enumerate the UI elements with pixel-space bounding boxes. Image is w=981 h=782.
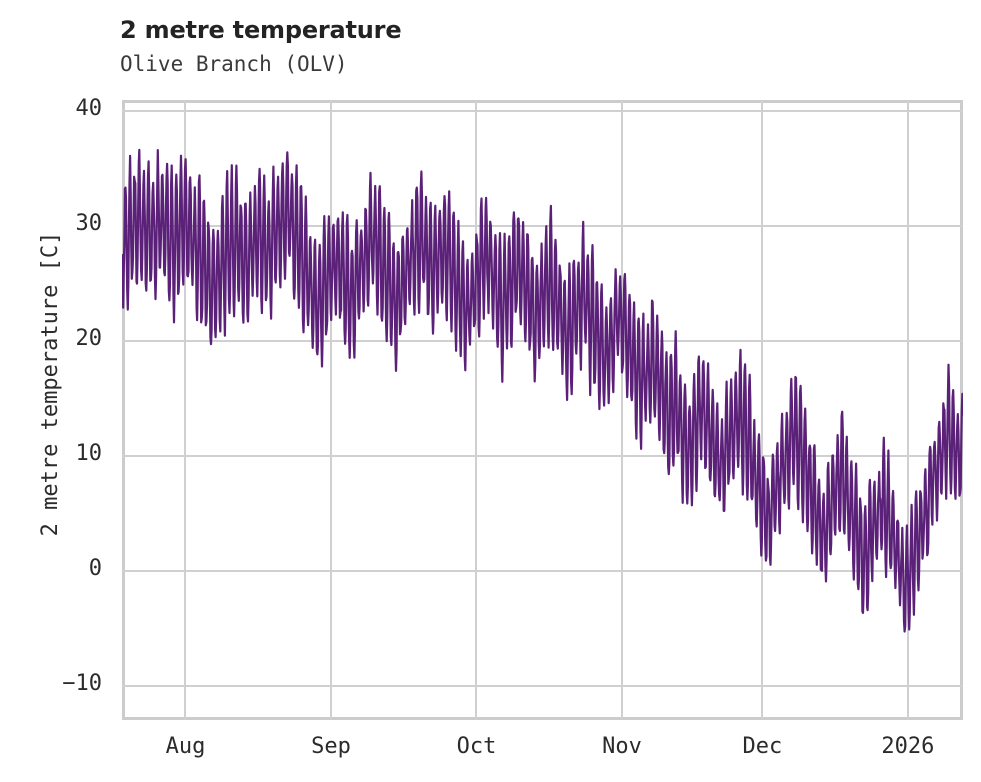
y-axis-tick-labels: 40 30 20 10 0 −10 <box>0 96 103 720</box>
x-tick-label: Nov <box>602 734 642 759</box>
x-axis-tick-labels: Aug Sep Oct Nov Dec 2026 <box>122 734 963 768</box>
gridline-horizontal <box>122 684 963 687</box>
gridline-vertical <box>761 100 764 720</box>
gridline-vertical <box>620 100 623 720</box>
gridline-horizontal <box>122 225 963 228</box>
y-tick-label: 40 <box>75 96 103 122</box>
chart-subtitle: Olive Branch (OLV) <box>120 52 348 76</box>
gridline-vertical <box>329 100 332 720</box>
y-tick-label: 20 <box>75 326 103 352</box>
axis-spine-bottom <box>122 717 963 720</box>
y-tick-label: −10 <box>62 670 102 696</box>
y-tick-label: 30 <box>75 211 103 237</box>
x-tick-label: Oct <box>456 734 497 759</box>
x-tick-label: 2026 <box>881 734 935 759</box>
x-tick-label: Dec <box>742 734 783 759</box>
gridline-vertical <box>475 100 478 720</box>
page-title: 2 metre temperature <box>120 16 402 44</box>
temperature-series-line <box>122 148 963 633</box>
gridline-horizontal <box>122 110 963 113</box>
x-tick-label: Aug <box>165 734 206 759</box>
y-tick-label: 10 <box>75 440 103 466</box>
gridline-horizontal <box>122 454 963 457</box>
plot-area <box>122 100 963 720</box>
gridline-vertical <box>906 100 909 720</box>
axis-spine-left <box>122 100 125 720</box>
y-tick-label: 0 <box>88 555 102 581</box>
x-tick-label: Sep <box>311 734 351 759</box>
axis-spine-top <box>122 100 963 103</box>
gridline-horizontal <box>122 569 963 572</box>
gridline-vertical <box>184 100 187 720</box>
